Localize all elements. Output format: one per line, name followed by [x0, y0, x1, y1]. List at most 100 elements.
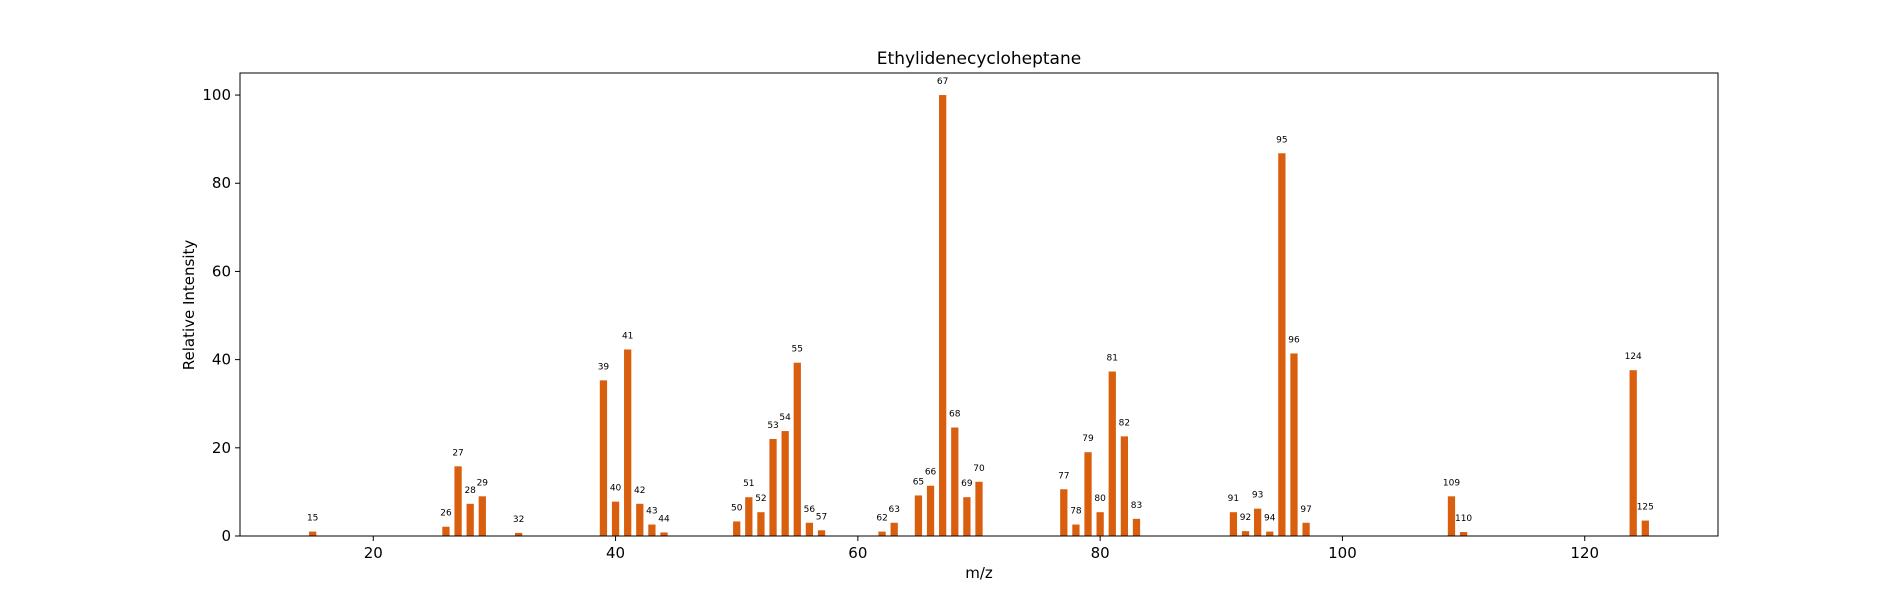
bar-mz-109	[1447, 496, 1456, 536]
bar-mz-77	[1060, 489, 1068, 536]
bar-label-mz-55: 55	[792, 345, 803, 355]
bar-label-mz-62: 62	[876, 514, 887, 524]
bar-mz-50	[733, 521, 741, 536]
y-tick-label-60: 60	[212, 262, 231, 280]
bar-mz-28	[466, 503, 474, 536]
bar-mz-51	[745, 497, 753, 536]
bar-label-mz-43: 43	[646, 507, 657, 517]
bar-mz-95	[1278, 153, 1286, 536]
bar-mz-125	[1641, 520, 1649, 536]
bar-mz-42	[636, 503, 644, 536]
bar-label-mz-42: 42	[634, 486, 645, 496]
bar-mz-27	[454, 466, 462, 536]
bar-label-mz-27: 27	[452, 448, 463, 458]
x-tick-label-120: 120	[1570, 544, 1599, 562]
bar-label-mz-67: 67	[937, 77, 948, 87]
bar-mz-32	[515, 532, 523, 536]
bar-label-mz-68: 68	[949, 410, 961, 420]
bar-mz-29	[478, 496, 486, 536]
x-tick-label-60: 60	[848, 544, 867, 562]
bar-label-mz-70: 70	[973, 464, 985, 474]
bar-label-mz-40: 40	[610, 484, 622, 494]
bar-mz-55	[793, 362, 801, 536]
bar-mz-97	[1302, 522, 1310, 536]
bar-label-mz-53: 53	[767, 421, 778, 431]
bar-mz-67	[939, 95, 947, 537]
bar-label-mz-77: 77	[1058, 471, 1069, 481]
bar-label-mz-39: 39	[598, 362, 610, 372]
bar-mz-79	[1084, 452, 1092, 536]
bar-label-mz-57: 57	[816, 512, 827, 522]
bar-mz-44	[660, 532, 668, 536]
bar-mz-40	[611, 501, 620, 536]
bar-label-mz-124: 124	[1625, 352, 1642, 362]
bar-label-mz-78: 78	[1070, 507, 1082, 517]
bar-mz-56	[805, 522, 814, 536]
bar-mz-124	[1629, 370, 1637, 536]
bar-mz-83	[1132, 518, 1141, 536]
bar-mz-93	[1254, 508, 1262, 536]
y-axis-label: Relative Intensity	[180, 240, 198, 371]
bar-label-mz-56: 56	[804, 505, 816, 515]
y-tick-label-0: 0	[221, 527, 231, 545]
bar-mz-63	[890, 522, 898, 536]
x-tick-label-100: 100	[1328, 544, 1357, 562]
bar-mz-110	[1459, 532, 1468, 536]
bar-label-mz-32: 32	[513, 515, 524, 525]
x-tick-label-80: 80	[1091, 544, 1110, 562]
bar-label-mz-28: 28	[464, 486, 476, 496]
bar-mz-26	[442, 526, 450, 536]
bar-label-mz-93: 93	[1252, 491, 1263, 501]
bar-label-mz-92: 92	[1240, 513, 1251, 523]
y-tick-label-20: 20	[212, 439, 231, 457]
bar-mz-62	[878, 531, 886, 536]
bar-mz-53	[769, 438, 777, 536]
bar-mz-15	[309, 531, 317, 536]
bar-label-mz-52: 52	[755, 494, 766, 504]
bar-label-mz-97: 97	[1300, 505, 1311, 515]
bar-mz-82	[1120, 436, 1129, 536]
bar-label-mz-110: 110	[1455, 514, 1472, 524]
plot-frame	[239, 72, 1719, 537]
bar-mz-91	[1229, 512, 1238, 536]
bar-mz-54	[781, 431, 789, 536]
bar-label-mz-80: 80	[1094, 494, 1106, 504]
bar-mz-96	[1290, 353, 1298, 536]
bar-label-mz-63: 63	[888, 505, 899, 515]
bar-label-mz-50: 50	[731, 503, 743, 513]
bar-label-mz-82: 82	[1119, 418, 1130, 428]
bar-label-mz-65: 65	[913, 477, 924, 487]
bar-label-mz-81: 81	[1107, 354, 1118, 364]
bar-mz-68	[951, 427, 959, 536]
bar-label-mz-94: 94	[1264, 514, 1276, 524]
bar-label-mz-54: 54	[779, 413, 791, 423]
bar-label-mz-41: 41	[622, 331, 633, 341]
bar-label-mz-26: 26	[440, 509, 452, 519]
bar-mz-65	[914, 495, 923, 536]
bar-mz-41	[624, 349, 632, 536]
x-tick-label-40: 40	[606, 544, 625, 562]
bar-label-mz-125: 125	[1637, 503, 1654, 513]
bar-mz-57	[817, 530, 826, 536]
bar-label-mz-15: 15	[307, 514, 318, 524]
bar-label-mz-79: 79	[1082, 434, 1094, 444]
bar-label-mz-51: 51	[743, 479, 754, 489]
bar-label-mz-69: 69	[961, 479, 973, 489]
bar-label-mz-91: 91	[1228, 494, 1239, 504]
bar-mz-69	[963, 497, 971, 536]
bar-mz-39	[599, 380, 608, 536]
bar-mz-66	[926, 485, 935, 536]
bar-label-mz-29: 29	[477, 478, 489, 488]
axis-ticks-group: 20 40 60 80 100 120 0 20 40 60 80 100	[202, 86, 1599, 562]
bar-label-mz-66: 66	[925, 468, 937, 478]
bar-label-mz-83: 83	[1131, 501, 1142, 511]
bar-mz-70	[975, 481, 983, 536]
bar-mz-78	[1072, 524, 1080, 536]
chart-title: Ethylidenecycloheptane	[877, 49, 1081, 69]
bars-group	[309, 95, 1649, 537]
bar-mz-94	[1266, 531, 1274, 536]
bar-label-mz-109: 109	[1443, 478, 1460, 488]
y-tick-label-100: 100	[202, 86, 231, 104]
